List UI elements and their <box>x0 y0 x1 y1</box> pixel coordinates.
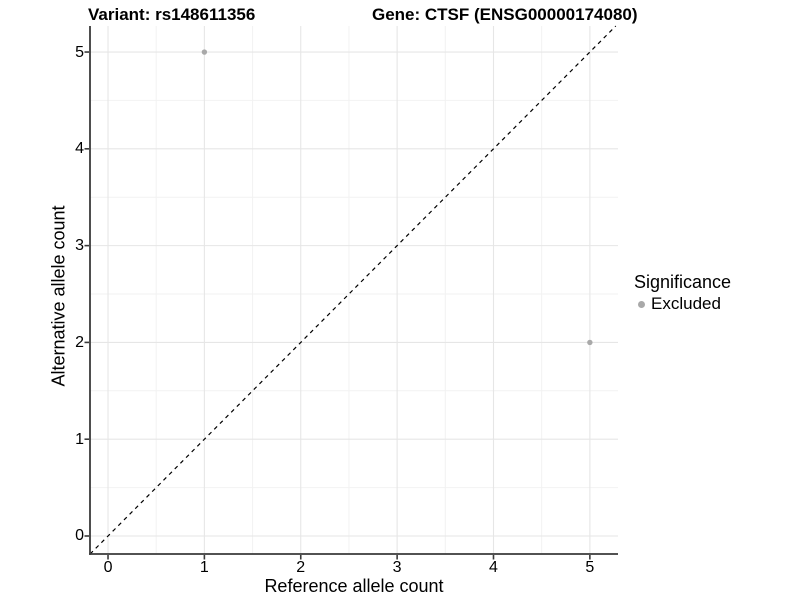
legend-entry-excluded: Excluded <box>634 294 731 314</box>
y-tick-label-4: 4 <box>75 140 84 158</box>
x-tick-label-0: 0 <box>103 559 113 576</box>
x-tick-label-4: 4 <box>489 559 498 576</box>
data-point-5-2 <box>587 339 593 346</box>
y-tick-label-0: 0 <box>75 527 84 545</box>
legend-title: Significance <box>634 272 732 292</box>
y-tick-label-5: 5 <box>75 43 84 61</box>
y-tick-label-1: 1 <box>75 430 84 448</box>
legend-entry-label: Excluded <box>651 294 721 313</box>
y-axis-title: Alternative allele count <box>48 205 69 387</box>
x-tick-label-2: 2 <box>296 559 306 576</box>
identity-line <box>89 25 617 555</box>
excluded-point-icon <box>638 300 645 308</box>
x-tick-label-5: 5 <box>585 559 595 576</box>
plot-title-gene: Gene: CTSF (ENSG00000174080) <box>372 5 638 24</box>
data-point-1-5 <box>201 49 208 55</box>
y-tick-label-3: 3 <box>75 237 84 255</box>
x-axis-title: Reference allele count <box>264 576 444 596</box>
legend: Significance Excluded <box>634 271 731 314</box>
plot-title-variant: Variant: rs148611356 <box>88 5 256 24</box>
x-tick-label-1: 1 <box>199 559 209 576</box>
y-tick-label-2: 2 <box>75 333 84 351</box>
x-tick-label-3: 3 <box>392 559 402 576</box>
